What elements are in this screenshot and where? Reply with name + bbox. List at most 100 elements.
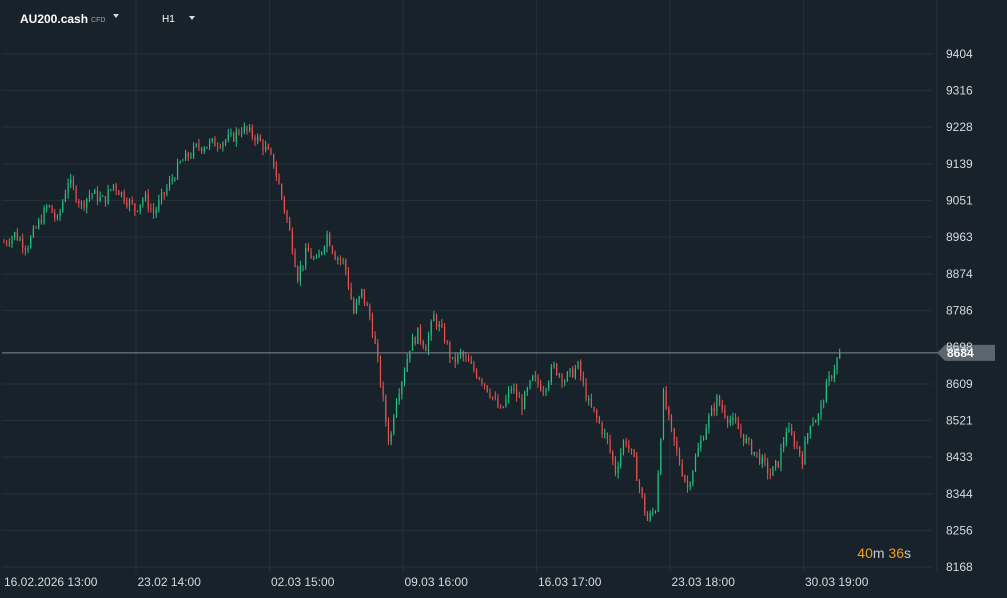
candle-body [625, 440, 627, 446]
y-tick-label: 8609 [946, 377, 973, 391]
candle-body [208, 141, 211, 147]
candle-body [371, 317, 374, 336]
candle-body [126, 201, 128, 207]
chart-header: AU200.cash CFD H1 [0, 0, 1007, 36]
candle-body [251, 127, 253, 137]
candle-body [414, 337, 416, 344]
candle-body [32, 227, 34, 237]
candle-body [742, 433, 745, 443]
x-tick-label: 30.03 19:00 [805, 575, 869, 589]
candle-body [139, 204, 141, 211]
candle-body [225, 140, 227, 143]
candle-body [329, 233, 331, 247]
candle-body [446, 341, 448, 343]
candle-body [315, 257, 317, 259]
candle-body [275, 166, 277, 177]
candle-body [134, 203, 136, 211]
current-price-label: 8684 [947, 346, 974, 360]
candle-body [815, 420, 817, 423]
candle-body [350, 287, 352, 300]
candle-body [788, 428, 790, 433]
candle-body [174, 179, 176, 180]
y-tick-label: 9139 [946, 157, 973, 171]
candle-body [70, 179, 72, 184]
candle-body [521, 397, 523, 410]
candle-body [710, 407, 713, 416]
y-tick-label: 8521 [946, 413, 973, 427]
candle-body [500, 407, 502, 409]
candle-body [419, 327, 422, 342]
candle-body [321, 251, 323, 254]
candle-body [374, 335, 376, 344]
candle-body [545, 388, 547, 393]
candle-body [726, 417, 729, 423]
candle-body [398, 393, 400, 402]
candle-body [286, 211, 288, 220]
candle-body [361, 289, 363, 297]
candle-body [540, 383, 542, 391]
candle-body [46, 206, 48, 209]
candle-body [393, 416, 395, 434]
candle-body [120, 192, 123, 196]
candle-body [417, 327, 419, 344]
candle-body [756, 451, 758, 453]
candle-body [51, 205, 53, 213]
chevron-down-icon[interactable] [189, 16, 195, 20]
chart-grid [2, 0, 938, 572]
candle-body [427, 335, 430, 352]
candle-body [585, 382, 587, 400]
chevron-down-icon[interactable] [113, 14, 119, 18]
candle-body [462, 351, 464, 357]
candle-body [294, 251, 296, 267]
candle-body [652, 511, 654, 514]
candle-body [403, 371, 406, 383]
candle-body [609, 439, 611, 452]
candle-body [751, 440, 753, 455]
candle-body [524, 392, 526, 410]
candle-body [660, 439, 662, 474]
candle-countdown: 40m 36s [857, 545, 911, 561]
candle-body [334, 252, 336, 260]
candle-body [769, 473, 771, 476]
candle-body [478, 377, 480, 380]
candle-body [668, 408, 670, 415]
candle-body [214, 138, 216, 147]
candle-body [241, 132, 243, 134]
candle-body [556, 363, 558, 375]
candle-body [342, 259, 344, 261]
candle-body [529, 380, 531, 389]
candle-body [820, 403, 822, 415]
candle-body [387, 421, 390, 442]
candle-body [75, 187, 77, 202]
symbol-type-badge: CFD [91, 17, 106, 24]
candle-body [166, 187, 168, 195]
candle-body [94, 190, 96, 194]
candle-body [443, 326, 446, 342]
candle-body [492, 396, 494, 398]
candle-body [467, 357, 470, 362]
candle-body [136, 210, 139, 212]
candle-body [323, 246, 325, 252]
candle-body [662, 390, 665, 440]
candle-body [673, 428, 675, 441]
timeframe-selector[interactable]: H1 [162, 14, 175, 25]
candle-body [548, 382, 550, 389]
candle-body [438, 324, 440, 327]
candle-body [435, 315, 438, 327]
candle-body [831, 376, 833, 379]
candle-body [692, 471, 694, 484]
candle-body [38, 219, 40, 228]
candle-body [30, 236, 32, 248]
candle-body [86, 198, 88, 208]
candle-body [80, 202, 83, 204]
candle-body [233, 133, 235, 142]
candle-body [622, 440, 625, 453]
candle-body [505, 398, 507, 407]
symbol-selector[interactable]: AU200.cash CFD [20, 12, 105, 26]
candle-body [676, 440, 678, 451]
candle-body [152, 208, 155, 214]
candle-body [518, 397, 520, 399]
candle-body [107, 189, 109, 204]
candle-body [40, 219, 42, 224]
